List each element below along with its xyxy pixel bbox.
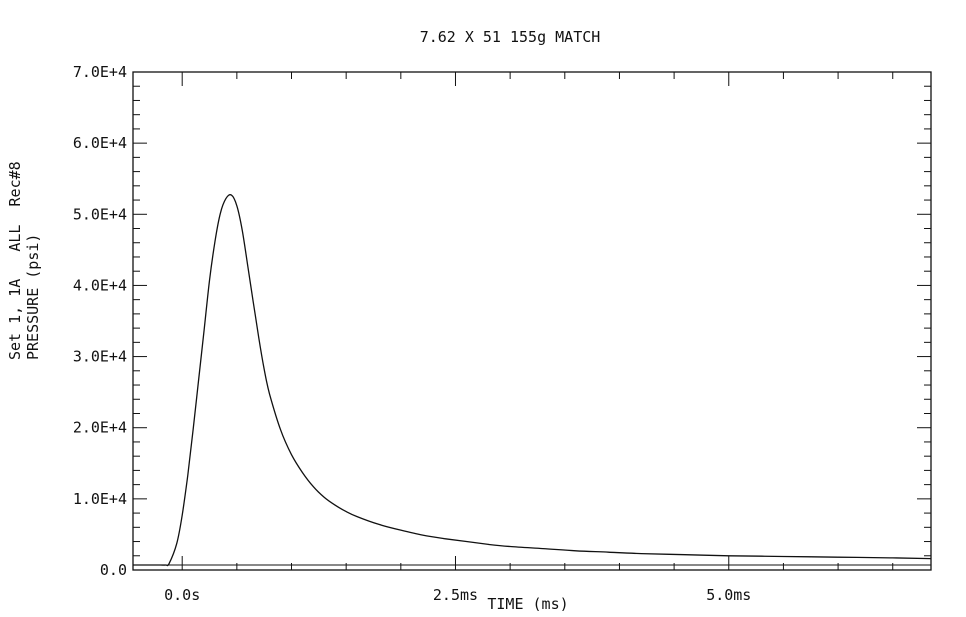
x-tick-label: 5.0ms	[706, 586, 751, 604]
y-axis-label-line-2: PRESSURE (psi)	[24, 234, 42, 360]
y-tick-label: 4.0E+4	[73, 276, 127, 294]
x-axis-label: TIME (ms)	[487, 595, 568, 613]
y-tick-label: 0.0	[100, 561, 127, 579]
pressure-series-line	[132, 194, 932, 567]
x-axis-ticks: 0.0s 2.5ms 5.0ms	[164, 72, 894, 604]
y-axis-label: Set 1, 1A ALL Rec#8 PRESSURE (psi)	[6, 161, 42, 360]
plot-frame	[132, 71, 932, 571]
y-axis-label-line-1: Set 1, 1A ALL Rec#8	[6, 161, 24, 360]
y-tick-label: 2.0E+4	[73, 419, 127, 437]
x-tick-label: 0.0s	[164, 586, 200, 604]
y-axis-ticks: 0.0 1.0E+4 2.0E+4 3.0E+4 4.0E+4 5.0E+4 6.0E+4 7…	[73, 63, 931, 579]
y-tick-label: 3.0E+4	[73, 348, 127, 366]
y-tick-label: 6.0E+4	[73, 134, 127, 152]
y-tick-label: 7.0E+4	[73, 63, 127, 81]
y-tick-label: 1.0E+4	[73, 490, 127, 508]
y-tick-label: 5.0E+4	[73, 205, 127, 223]
chart-title: 7.62 X 51 155g MATCH	[420, 28, 601, 46]
x-tick-label: 2.5ms	[433, 586, 478, 604]
